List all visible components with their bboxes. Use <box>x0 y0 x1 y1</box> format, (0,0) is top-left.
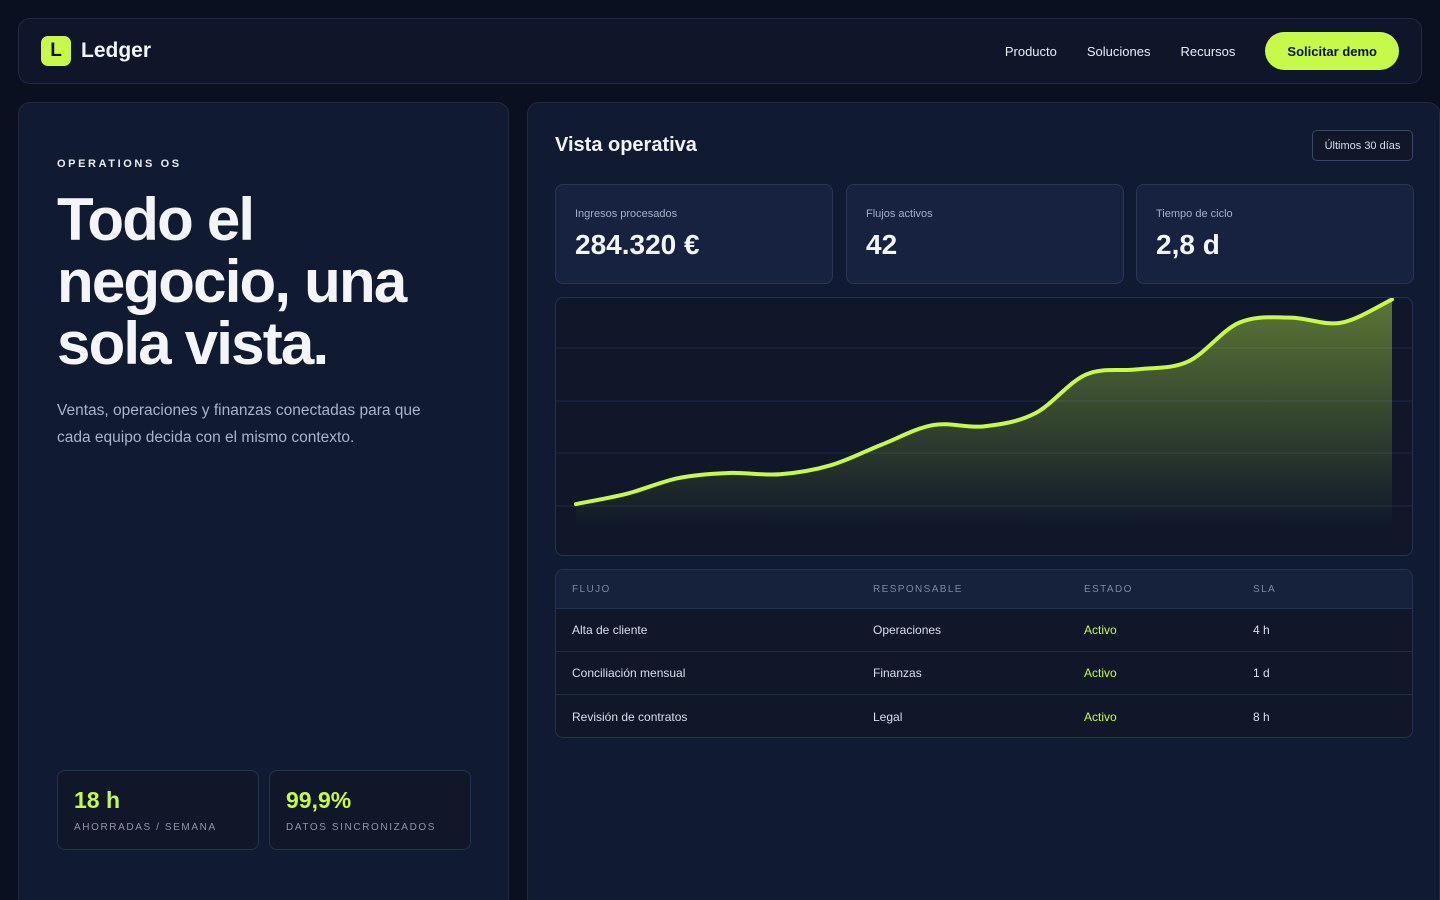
kpi-value: 42 <box>866 229 898 260</box>
kpi-label: Flujos activos <box>866 208 933 220</box>
table-header: FLUJO RESPONSABLE ESTADO SLA <box>556 570 1412 609</box>
table-row[interactable]: Alta de cliente Operaciones Activo 4 h <box>556 609 1412 652</box>
hero-title: Todo el negocio, una sola vista. <box>57 186 407 377</box>
chart-area <box>576 299 1392 530</box>
stat-label: AHORRADAS / SEMANA <box>74 822 217 833</box>
kpi-card-revenue: Ingresos procesados 284.320 € <box>555 184 833 284</box>
trend-chart <box>555 297 1413 556</box>
kpi-label: Ingresos procesados <box>575 208 678 220</box>
header-flow: FLUJO <box>572 583 611 595</box>
date-range-button[interactable]: Últimos 30 días <box>1312 130 1413 161</box>
chart-series-line <box>574 298 1394 507</box>
cell-status: Activo <box>1084 709 1117 724</box>
cell-owner: Legal <box>873 709 903 724</box>
cell-status: Activo <box>1084 623 1117 637</box>
hero-panel: OPERATIONS OS Todo el negocio, una sola … <box>18 102 509 900</box>
dashboard-panel: Vista operativa Últimos 30 días Ingresos… <box>527 102 1440 900</box>
nav-link-producto[interactable]: Producto <box>1004 43 1057 59</box>
hero-eyebrow: OPERATIONS OS <box>57 158 182 170</box>
cell-status: Activo <box>1084 666 1117 680</box>
cell-flow: Conciliación mensual <box>572 666 686 680</box>
kpi-label: Tiempo de ciclo <box>1156 208 1233 220</box>
kpi-value: 2,8 d <box>1156 229 1220 260</box>
cell-sla: 1 d <box>1253 666 1270 680</box>
stat-value: 99,9% <box>286 787 352 813</box>
kpi-card-cycle: Tiempo de ciclo 2,8 d <box>1136 184 1414 284</box>
nav-link-soluciones[interactable]: Soluciones <box>1086 43 1151 59</box>
table-row[interactable]: Revisión de contratos Legal Activo 8 h <box>556 695 1412 737</box>
stat-value: 18 h <box>74 787 121 813</box>
nav-link-recursos[interactable]: Recursos <box>1180 43 1236 59</box>
top-nav: L Ledger Producto Soluciones Recursos So… <box>18 18 1422 84</box>
cell-sla: 8 h <box>1253 709 1270 724</box>
cell-flow: Alta de cliente <box>572 623 648 637</box>
stat-card-sync: 99,9% DATOS SINCRONIZADOS <box>269 770 471 850</box>
hero-subtitle: Ventas, operaciones y finanzas conectada… <box>57 402 421 446</box>
nav-menu: Producto Soluciones Recursos Solicitar d… <box>1005 32 1399 70</box>
trend-chart-svg <box>556 298 1412 530</box>
brand-name: Ledger <box>81 39 152 62</box>
cell-owner: Operaciones <box>873 623 942 637</box>
cell-owner: Finanzas <box>873 666 922 680</box>
flows-table: FLUJO RESPONSABLE ESTADO SLA Alta de cli… <box>555 569 1413 738</box>
table-row[interactable]: Conciliación mensual Finanzas Activo 1 d <box>556 652 1412 695</box>
header-sla: SLA <box>1253 583 1277 595</box>
stat-label: DATOS SINCRONIZADOS <box>286 822 437 833</box>
cell-flow: Revisión de contratos <box>572 709 688 724</box>
brand[interactable]: L Ledger <box>41 36 151 66</box>
cell-sla: 4 h <box>1253 623 1270 637</box>
kpi-value: 284.320 € <box>575 229 700 260</box>
stat-card-hours: 18 h AHORRADAS / SEMANA <box>57 770 259 850</box>
header-owner: RESPONSABLE <box>873 583 963 595</box>
brand-logo-icon: L <box>41 36 71 66</box>
request-demo-button[interactable]: Solicitar demo <box>1265 32 1399 70</box>
header-status: ESTADO <box>1084 583 1133 595</box>
kpi-card-flows: Flujos activos 42 <box>846 184 1124 284</box>
dashboard-title: Vista operativa <box>555 134 697 156</box>
